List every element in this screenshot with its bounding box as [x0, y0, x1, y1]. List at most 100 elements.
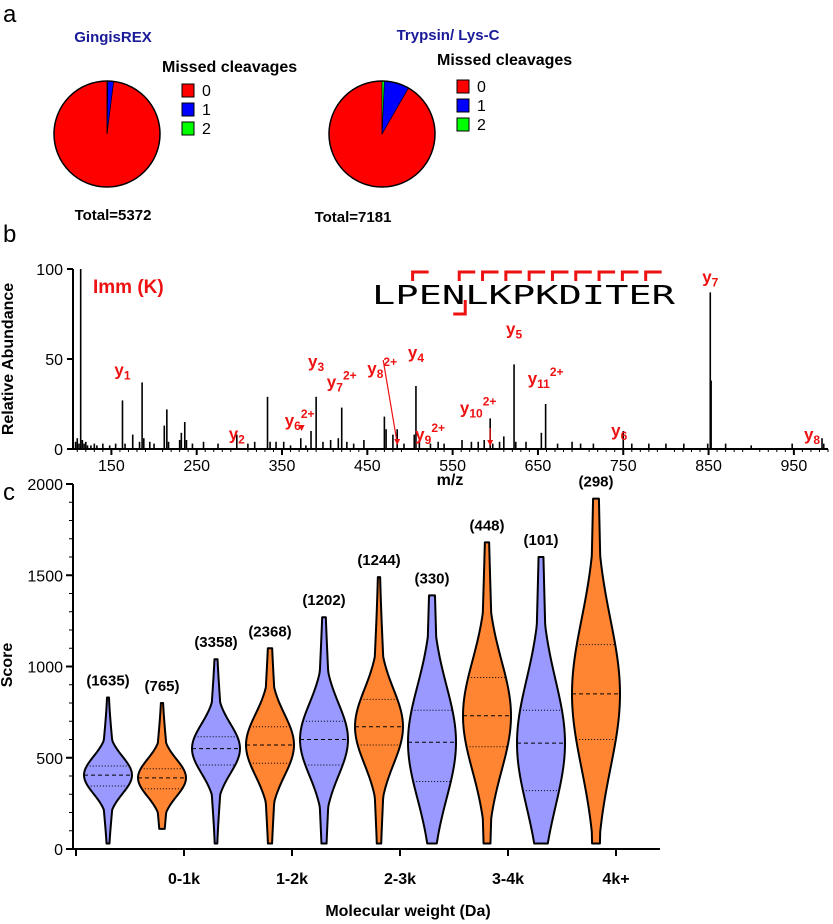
ion-label: y2	[229, 425, 245, 447]
y-tick-label: 500	[36, 751, 63, 768]
fragment-bracket	[644, 270, 662, 281]
y-tick-label: 50	[45, 352, 63, 369]
x-axis-label: m/z	[437, 472, 464, 489]
panel-label-a: a	[3, 1, 17, 28]
ion-arrow	[382, 359, 398, 444]
ion-label: y1	[114, 360, 130, 382]
panel-label-b: b	[3, 221, 16, 248]
x-tick-label: 850	[695, 458, 722, 475]
violin-1-2k-gingisrex	[191, 658, 241, 845]
ion-label: y6	[611, 421, 627, 443]
violin-3-4k-gingisrex	[407, 594, 457, 845]
fragment-bracket	[574, 270, 592, 281]
fragment-bracket	[504, 270, 522, 281]
violin-count-label: (2368)	[248, 623, 291, 640]
fragment-bracket-b	[453, 300, 467, 316]
fragment-bracket	[620, 270, 639, 281]
violin-4k+-gingisrex	[516, 556, 566, 845]
y-tick-label: 0	[54, 842, 63, 859]
pie-chart-gingisrex: GingisREX Missed cleavages 0 1 2 Total=537…	[53, 29, 297, 224]
x-tick-label: 350	[269, 458, 296, 475]
legend-label: 1	[477, 98, 486, 115]
ion-label: y3	[308, 352, 324, 374]
legend-label: 2	[477, 117, 486, 134]
y-axis-label: Relative Abundance	[0, 283, 17, 435]
ion-label: y7	[702, 267, 718, 289]
fragment-brackets	[411, 270, 662, 316]
violin-count-label: (1202)	[302, 592, 345, 609]
ion-label: y92+	[415, 421, 445, 447]
x-tick-label: 250	[183, 458, 210, 475]
ion-label: y5	[506, 319, 522, 341]
legend-swatch	[456, 79, 470, 94]
y-tick-label: 1500	[27, 568, 63, 585]
legend-label: 2	[202, 121, 211, 138]
violin-count-label: (298)	[578, 474, 613, 491]
violin-chart: 0 500 1000 1500 2000 0-1k 1-2k 2-3k 3-4k 4k+ (16…	[0, 474, 660, 920]
ion-label: y112+	[528, 365, 564, 391]
y-tick-label: 1000	[27, 660, 63, 677]
fragment-bracket	[411, 270, 429, 281]
ion-label: y62+	[285, 407, 315, 433]
pie-title: GingisREX	[74, 29, 152, 46]
pie-outline	[328, 80, 436, 188]
legend-swatch	[456, 117, 470, 132]
ion-label: y8	[804, 425, 820, 447]
violin-count-label: (448)	[469, 517, 504, 534]
x-tick-label: 550	[439, 458, 466, 475]
x-tick-label: 750	[610, 458, 637, 475]
legend-swatch	[181, 83, 195, 98]
spectrum-chart: 0 50 100 150 250 350 450 550 650 750 850 950 y1 y2 y…	[0, 262, 829, 489]
fragment-bracket	[527, 270, 546, 281]
legend-label: 1	[202, 102, 211, 119]
fragment-bracket	[597, 270, 616, 281]
x-group-label: 2-3k	[384, 871, 416, 888]
immonium-label: Imm (K)	[93, 277, 164, 298]
pie-title: Trypsin/ Lys-C	[397, 27, 500, 44]
x-tick-label: 150	[98, 458, 125, 475]
fragment-bracket	[457, 270, 476, 281]
legend-title: Missed cleavages	[162, 59, 297, 76]
pie-total: Total=5372	[75, 207, 152, 224]
violin-count-label: (765)	[144, 678, 179, 695]
pie-outline	[53, 80, 161, 188]
x-tick-label: 650	[525, 458, 552, 475]
fragment-bracket	[481, 270, 499, 281]
y-tick-label: 2000	[27, 477, 63, 494]
legend-label: 0	[202, 83, 211, 100]
legend-swatch	[181, 121, 195, 136]
legend-swatch	[456, 98, 470, 113]
x-group-label: 0-1k	[168, 871, 200, 888]
pie-chart-trypsin: Trypsin/ Lys-C Missed cleavages 0 1 2 Tota…	[315, 27, 573, 226]
violin-count-label: (3358)	[194, 634, 237, 651]
x-tick-label: 950	[781, 458, 808, 475]
violin-0-1k-trypsin	[137, 702, 187, 830]
x-group-label: 4k+	[602, 871, 629, 888]
ion-label: y4	[408, 343, 424, 365]
violin-1-2k-trypsin	[245, 647, 295, 845]
ion-arrowhead	[487, 440, 494, 446]
violin-3-4k-trypsin	[462, 541, 512, 845]
violin-2-3k-gingisrex	[299, 616, 349, 845]
ion-label: y72+	[327, 369, 357, 395]
ion-label: y82+	[367, 355, 397, 381]
legend-swatch	[181, 102, 195, 117]
fragment-bracket	[550, 270, 569, 281]
x-group-label: 3-4k	[492, 871, 524, 888]
ion-arrowhead	[298, 425, 305, 431]
peptide-sequence: LPENLKPKDITER	[372, 281, 676, 311]
y-tick-label: 100	[36, 262, 63, 279]
ion-label: y102+	[460, 394, 497, 420]
y-axis-label: Score	[0, 643, 16, 688]
ion-arrowhead	[394, 439, 401, 445]
x-axis-label: Molecular weight (Da)	[325, 903, 490, 920]
x-group-label: 1-2k	[276, 871, 308, 888]
pie-total: Total=7181	[315, 209, 392, 226]
violin-4k+-trypsin	[571, 497, 621, 845]
violin-count-label: (1635)	[86, 673, 129, 690]
violin-count-label: (101)	[523, 532, 558, 549]
violin-2-3k-trypsin	[354, 576, 404, 845]
violin-0-1k-gingisrex	[83, 696, 133, 845]
